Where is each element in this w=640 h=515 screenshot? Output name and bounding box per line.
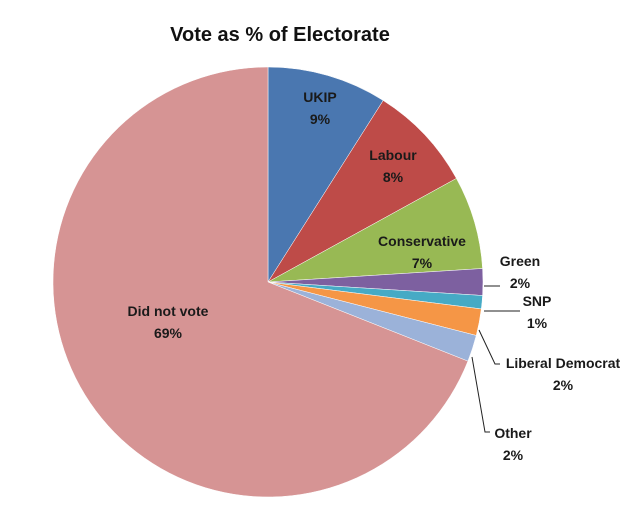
data-label: SNP 1% [523,293,552,331]
data-label: Other 2% [494,425,532,463]
leader-line [471,356,490,433]
data-label: Did not vote 69% [128,303,209,341]
pie-slice-ukip [267,66,384,283]
pie-slice-did-not-vote [52,66,469,498]
data-label: Labour 8% [369,147,417,185]
data-label: Liberal Democrat 2% [506,355,621,393]
data-label: Green 2% [500,253,540,291]
leader-line [478,329,500,365]
data-label: UKIP 9% [303,89,336,127]
pie-slice-labour [267,100,457,283]
data-label: Conservative 7% [378,233,466,271]
chart-title: Vote as % of Electorate [170,24,390,46]
